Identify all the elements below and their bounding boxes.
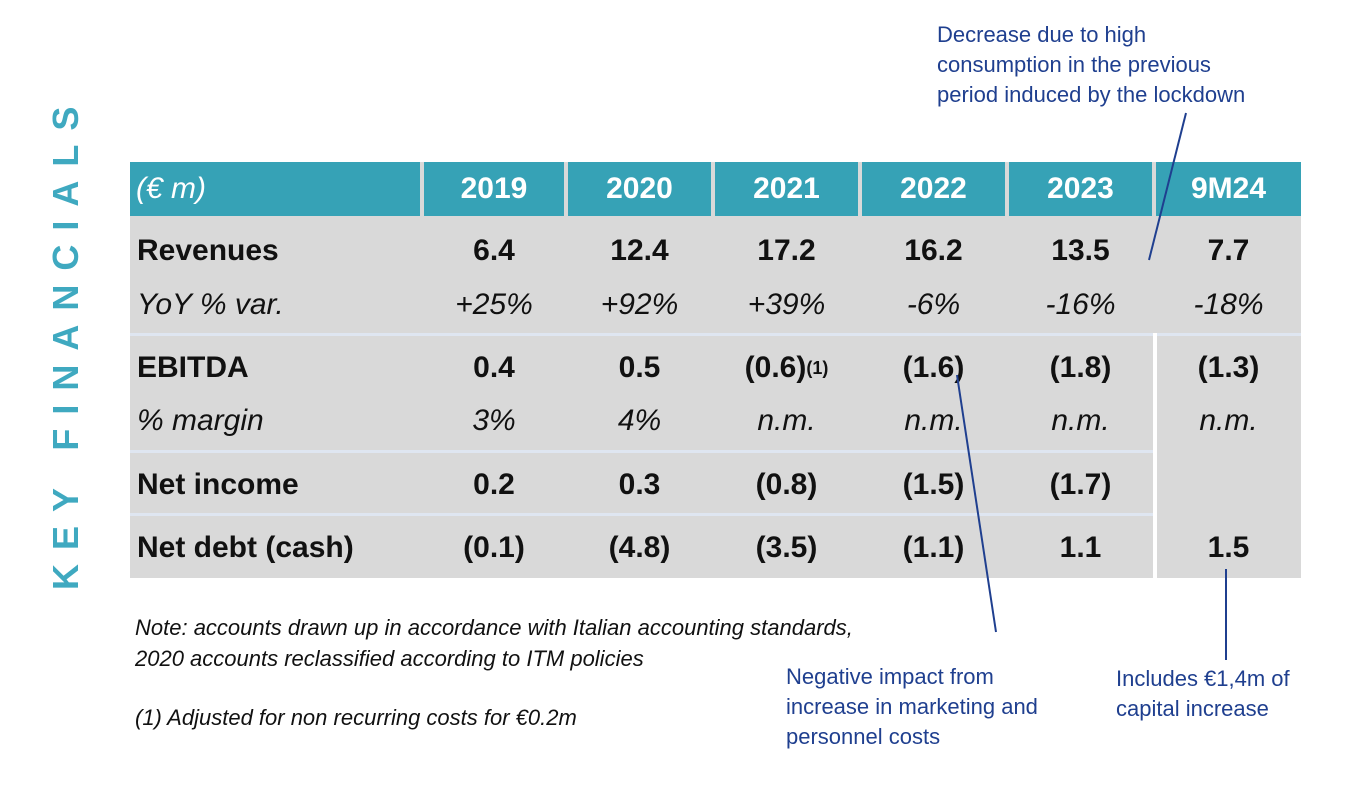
year-header-2021: 2021 (715, 162, 858, 216)
cell-yoy-2020: +92% (600, 288, 679, 321)
year-header-9m24: 9M24 (1156, 162, 1301, 216)
cell-net-income-2019: 0.2 (473, 468, 515, 501)
cell-revenues-2021: 17.2 (757, 234, 816, 267)
cell-net-income-2023: (1.7) (1049, 468, 1112, 501)
cell-revenues-2022: 16.2 (904, 234, 963, 267)
annotation-line: personnel costs (786, 724, 941, 749)
cell-margin-2021: n.m. (757, 404, 816, 437)
cell-ebitda-9m24: (1.3) (1197, 351, 1260, 384)
annotation-line: consumption in the previous (937, 52, 1211, 77)
cell-yoy-2021: +39% (747, 288, 826, 321)
footnote-marker: (1) (806, 357, 829, 378)
footnote-text: (1) Adjusted for non recurring costs for… (135, 705, 577, 730)
pointer-line-lockdown (1148, 112, 1187, 261)
column-separator (1153, 333, 1157, 578)
cell-net-debt-9m24: 1.5 (1207, 531, 1250, 564)
cell-ebitda-2022: (1.6) (902, 351, 965, 384)
note-line-2: 2020 accounts reclassified according to … (135, 646, 644, 671)
year-header-2019: 2019 (424, 162, 564, 216)
cell-revenues-2023: 13.5 (1051, 234, 1110, 267)
annotation-marketing: Negative impact from increase in marketi… (786, 662, 1038, 752)
cell-ebitda-2020: 0.5 (618, 351, 661, 384)
pointer-line-marketing (956, 374, 997, 633)
ebitda-2021-value: (0.6) (744, 351, 807, 384)
cell-margin-9m24: n.m. (1199, 404, 1258, 437)
cell-revenues-9m24: 7.7 (1207, 234, 1250, 267)
cell-revenues-2020: 12.4 (610, 234, 669, 267)
cell-net-debt-2021: (3.5) (755, 531, 818, 564)
cell-ebitda-2021: (0.6) (1) (715, 340, 858, 396)
cell-margin-2023: n.m. (1051, 404, 1110, 437)
annotation-line: Decrease due to high (937, 22, 1147, 47)
row-label-margin: % margin (137, 404, 264, 437)
row-separator (130, 513, 1155, 516)
cell-ebitda-2019: 0.4 (473, 351, 515, 384)
annotation-line: Includes €1,4m of (1116, 666, 1290, 691)
cell-net-debt-2023: 1.1 (1059, 531, 1102, 564)
financials-table (130, 162, 1301, 578)
row-label-net-income: Net income (137, 468, 299, 501)
annotation-line: Negative impact from (786, 664, 994, 689)
year-header-2020: 2020 (568, 162, 711, 216)
cell-margin-2019: 3% (472, 404, 516, 437)
annotation-line: increase in marketing and (786, 694, 1038, 719)
row-separator (130, 333, 1301, 336)
annotation-line: period induced by the lockdown (937, 82, 1246, 107)
cell-yoy-2023: -16% (1045, 288, 1116, 321)
year-header-2023: 2023 (1009, 162, 1152, 216)
row-label-revenues: Revenues (137, 234, 279, 267)
annotation-lockdown: Decrease due to high consumption in the … (937, 20, 1245, 110)
accounting-note: Note: accounts drawn up in accordance wi… (135, 612, 853, 674)
cell-net-income-2021: (0.8) (755, 468, 818, 501)
note-line-1: Note: accounts drawn up in accordance wi… (135, 615, 853, 640)
cell-ebitda-2023: (1.8) (1049, 351, 1112, 384)
annotation-line: capital increase (1116, 696, 1269, 721)
cell-yoy-2022: -6% (906, 288, 961, 321)
cell-net-debt-2019: (0.1) (463, 531, 525, 564)
row-label-ebitda: EBITDA (137, 351, 249, 384)
row-label-net-debt: Net debt (cash) (137, 531, 354, 564)
annotation-capital-increase: Includes €1,4m of capital increase (1116, 664, 1290, 724)
row-label-yoy: YoY % var. (137, 288, 284, 321)
cell-yoy-2019: +25% (455, 288, 533, 321)
unit-header: (€ m) (130, 162, 420, 216)
cell-margin-2020: 4% (617, 404, 662, 437)
cell-yoy-9m24: -18% (1193, 288, 1264, 321)
cell-net-income-2020: 0.3 (618, 468, 661, 501)
cell-net-income-2022: (1.5) (902, 468, 965, 501)
row-separator (130, 450, 1155, 453)
year-header-2022: 2022 (862, 162, 1005, 216)
cell-net-debt-2022: (1.1) (902, 531, 965, 564)
cell-margin-2022: n.m. (904, 404, 963, 437)
cell-net-debt-2020: (4.8) (608, 531, 671, 564)
cell-revenues-2019: 6.4 (473, 234, 515, 267)
